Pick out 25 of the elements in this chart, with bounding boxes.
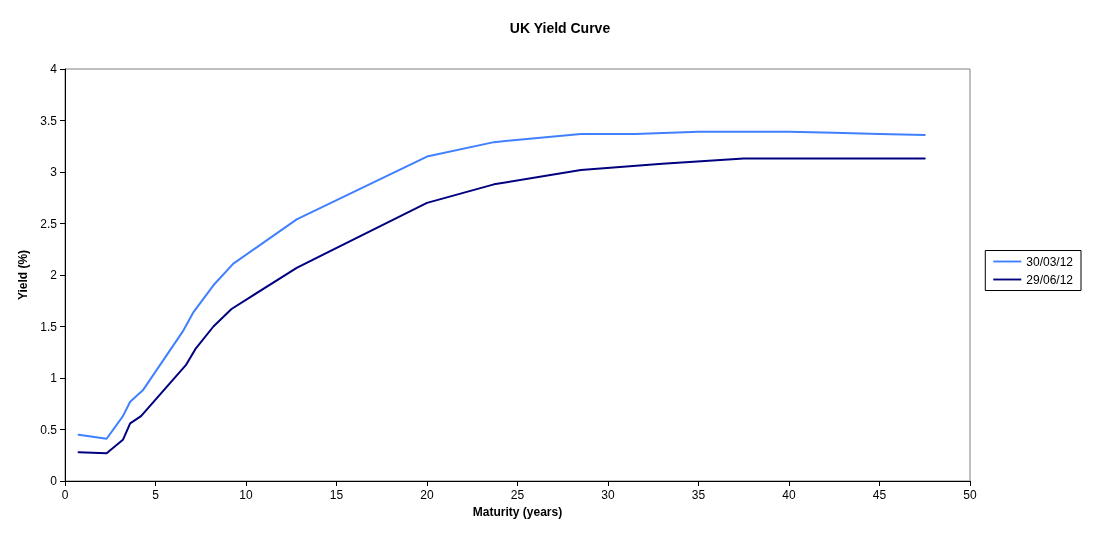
y-tick-label: 4 <box>50 62 58 76</box>
y-tick-label: 2.5 <box>40 216 58 231</box>
y-tick-label: 1 <box>50 371 58 385</box>
y-tick-label: 0.5 <box>40 422 58 437</box>
y-axis-title: Yield (%) <box>16 249 31 301</box>
x-tick-label: 50 <box>963 488 977 502</box>
legend-label: 29/06/12 <box>1026 272 1074 287</box>
x-tick-label: 15 <box>329 488 344 502</box>
x-tick-label: 5 <box>152 488 160 502</box>
x-axis-title: Maturity (years) <box>472 504 563 519</box>
x-tick-label: 20 <box>420 488 434 502</box>
y-tick-label: 0 <box>50 474 58 488</box>
x-tick-label: 40 <box>782 488 796 502</box>
y-tick-label: 1.5 <box>40 319 58 334</box>
y-tick-label: 3 <box>50 165 58 179</box>
x-tick-label: 35 <box>691 488 706 502</box>
y-tick-label: 2 <box>50 268 58 282</box>
x-tick-label: 10 <box>239 488 253 502</box>
legend-label: 30/03/12 <box>1026 254 1074 269</box>
x-tick-label: 45 <box>872 488 887 502</box>
x-tick-label: 30 <box>601 488 615 502</box>
y-tick-label: 3.5 <box>40 113 58 128</box>
x-tick-label: 0 <box>61 488 69 502</box>
x-tick-label: 25 <box>510 488 525 502</box>
chart-title: UK Yield Curve <box>509 20 611 36</box>
